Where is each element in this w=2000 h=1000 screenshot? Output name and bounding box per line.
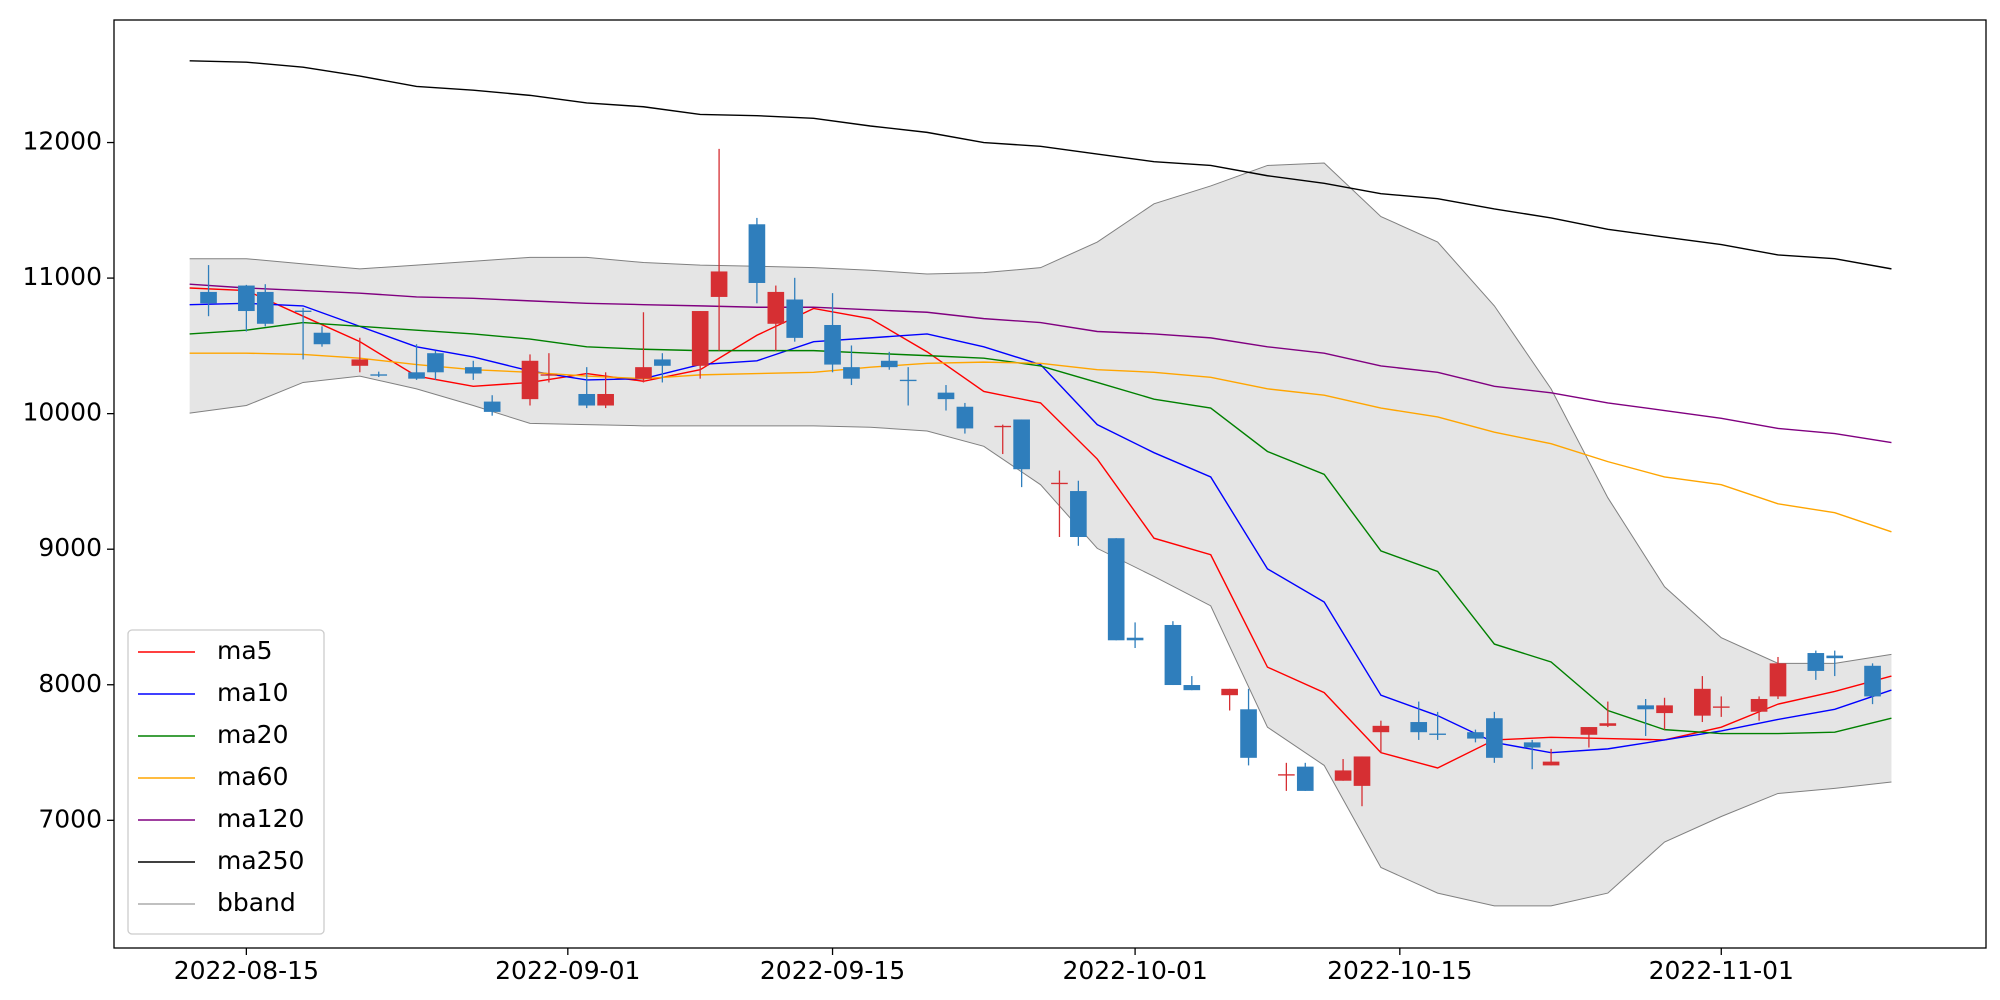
candle-body — [427, 353, 444, 373]
candle-body — [1334, 770, 1352, 781]
candle-body — [1486, 718, 1503, 758]
legend-label: ma20 — [217, 720, 288, 749]
candle-body — [1051, 482, 1068, 485]
x-tick-label: 2022-09-15 — [760, 956, 905, 985]
candle-body — [1410, 722, 1428, 733]
candle-body — [200, 291, 217, 304]
candle-body — [1769, 663, 1787, 697]
candle-body — [1580, 727, 1598, 735]
candle-body — [597, 393, 614, 406]
y-tick-label: 8000 — [38, 669, 102, 698]
y-tick-label: 12000 — [22, 127, 102, 156]
candle-body — [1864, 665, 1881, 697]
candle-body — [351, 359, 369, 366]
candle-body — [1656, 705, 1673, 714]
candle-body — [464, 367, 482, 374]
candle-body — [1296, 766, 1314, 791]
candle-body — [824, 324, 841, 365]
candle-body — [1807, 653, 1825, 671]
ma-line — [189, 60, 1892, 270]
candle-body — [1107, 538, 1125, 641]
legend-label: ma250 — [217, 846, 304, 875]
candle-body — [843, 367, 860, 379]
candle-body — [578, 393, 596, 406]
candle-body — [1542, 761, 1560, 766]
candle-body — [1164, 624, 1182, 686]
candle-body — [521, 360, 539, 400]
x-tick-label: 2022-10-01 — [1062, 956, 1207, 985]
y-tick-label: 10000 — [22, 398, 102, 427]
candle-body — [767, 291, 785, 324]
x-tick-label: 2022-09-01 — [495, 956, 640, 985]
candle-body — [1070, 491, 1087, 538]
candle-body — [1126, 637, 1144, 641]
candle-body — [408, 372, 425, 379]
x-tick-label: 2022-08-15 — [174, 956, 319, 985]
legend-label: bband — [217, 888, 296, 917]
y-tick-label: 7000 — [38, 804, 102, 833]
candle-body — [654, 359, 671, 366]
candle-body — [899, 379, 917, 382]
candle-body — [1712, 706, 1730, 708]
x-tick-label: 2022-10-15 — [1327, 956, 1472, 985]
legend-label: ma120 — [217, 804, 304, 833]
y-tick-label: 11000 — [22, 262, 102, 291]
candle-body — [1637, 705, 1654, 710]
candle-body — [710, 271, 728, 297]
ma-line — [189, 283, 1892, 444]
candle-body — [1013, 419, 1030, 470]
candle-body — [1429, 733, 1446, 735]
ma-line — [189, 287, 1892, 769]
candle-body — [370, 374, 388, 376]
candle-body — [786, 299, 804, 338]
candle-body — [256, 291, 274, 324]
candle-body — [880, 360, 898, 368]
legend-label: ma5 — [217, 636, 273, 665]
candle-body — [1353, 756, 1371, 786]
candle-body — [691, 311, 709, 366]
plot-frame — [113, 19, 1987, 949]
candle-body — [1278, 774, 1295, 776]
candle-body — [313, 332, 331, 345]
candle-body — [937, 392, 955, 400]
band-upper — [189, 162, 1892, 664]
candle-body — [294, 310, 312, 312]
candle-body — [1826, 655, 1844, 659]
legend-label: ma10 — [217, 678, 288, 707]
legend-box — [127, 629, 325, 935]
candle-body — [994, 425, 1012, 428]
y-tick-label: 9000 — [38, 533, 102, 562]
x-tick-label: 2022-11-01 — [1649, 956, 1794, 985]
candle-body — [1694, 688, 1711, 716]
candle-body — [1523, 742, 1541, 748]
candle-body — [1599, 723, 1617, 726]
candle-body — [1467, 732, 1484, 739]
legend-label: ma60 — [217, 762, 288, 791]
candle-body — [1750, 698, 1768, 712]
candle-body — [1240, 709, 1257, 758]
candle-body — [635, 367, 652, 379]
candle-body — [483, 401, 501, 412]
candle-body — [1183, 685, 1201, 691]
candle-body — [1372, 725, 1390, 733]
candle-body — [748, 224, 766, 283]
candle-body — [956, 406, 974, 429]
ma-line — [189, 302, 1892, 754]
candle-body — [1221, 688, 1238, 696]
candle-body — [238, 285, 255, 312]
band-lower — [189, 375, 1892, 907]
candle-body — [540, 374, 558, 376]
